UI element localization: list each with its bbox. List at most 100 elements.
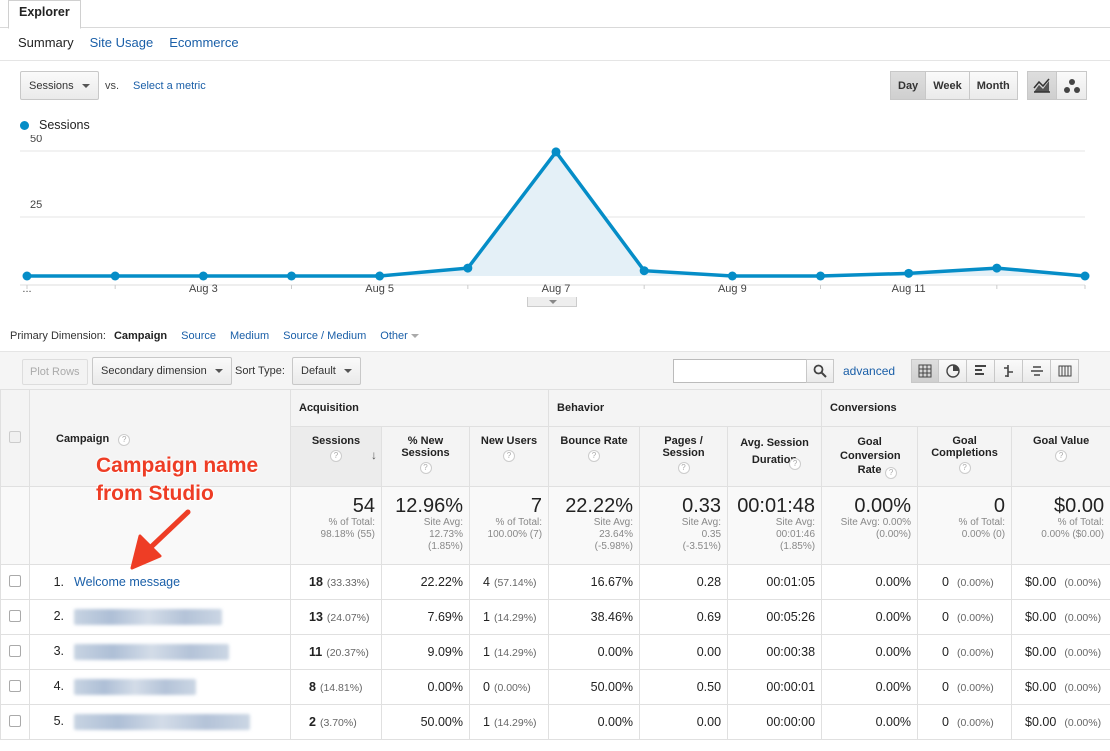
table-row: 5. 2 (3.70%) 50.00% 1 (14.29%) 0.00% 0.00 00:00:…: [0, 704, 1110, 740]
divider: [0, 60, 1110, 61]
bounce-rate-cell: 16.67%: [548, 564, 641, 600]
campaign-cell: 2.: [29, 599, 291, 635]
primary-dimension-other[interactable]: Other: [380, 330, 419, 342]
help-icon[interactable]: ?: [503, 450, 516, 462]
comparison-view-button[interactable]: [995, 359, 1023, 383]
advanced-filter-link[interactable]: advanced: [843, 364, 896, 378]
line-chart-button[interactable]: [1027, 71, 1057, 100]
subtab-site-usage[interactable]: Site Usage: [89, 35, 154, 50]
row-index: 2.: [53, 609, 64, 624]
goal-completions-cell: 0 (0.00%): [917, 634, 1013, 670]
goal-completions-cell: 0 (0.00%): [917, 599, 1013, 635]
performance-view-button[interactable]: [967, 359, 995, 383]
row-checkbox[interactable]: [9, 714, 21, 727]
pie-chart-icon: [945, 364, 960, 378]
period-day-button[interactable]: Day: [890, 71, 927, 100]
subtab-ecommerce[interactable]: Ecommerce: [169, 35, 239, 50]
campaign-data-table: Campaign ? Acquisition Behavior Conversi…: [0, 389, 1110, 740]
data-point: [110, 271, 120, 281]
secondary-dimension-select[interactable]: Secondary dimension: [92, 357, 232, 385]
chart-resize-handle[interactable]: [527, 297, 577, 307]
primary-dimension-source-medium[interactable]: Source / Medium: [283, 330, 367, 342]
data-table-view-button[interactable]: [911, 359, 939, 383]
column-header-goal-value[interactable]: Goal Value ?: [1011, 426, 1110, 487]
column-header-new-users[interactable]: New Users ?: [468, 426, 550, 487]
help-icon[interactable]: ?: [588, 450, 601, 462]
column-header-bounce-rate[interactable]: Bounce Rate ?: [548, 426, 641, 487]
goal-completions-cell: 0 (0.00%): [917, 669, 1013, 705]
help-icon[interactable]: ?: [419, 462, 432, 474]
avg-duration-cell: 00:05:26: [727, 599, 823, 635]
subtab-summary[interactable]: Summary: [18, 35, 74, 50]
row-checkbox[interactable]: [9, 679, 21, 692]
column-header-new-sessions-label: % New Sessions: [401, 435, 450, 459]
pages-session-cell: 0.69: [639, 599, 729, 635]
select-all-checkbox[interactable]: [9, 430, 21, 443]
new-users-cell: 0 (0.00%): [468, 669, 550, 705]
row-check-cell: [0, 564, 30, 600]
pivot-view-button[interactable]: [1051, 359, 1079, 383]
primary-dimension-other-label: Other: [380, 330, 408, 342]
redacted-campaign-name: [74, 679, 196, 695]
primary-dimension-campaign[interactable]: Campaign: [113, 330, 168, 342]
column-header-new-users-label: New Users: [480, 435, 538, 447]
row-checkbox[interactable]: [9, 644, 21, 657]
primary-dimension-medium[interactable]: Medium: [230, 330, 270, 342]
plot-rows-button[interactable]: Plot Rows: [22, 359, 88, 385]
legend-series-label: Sessions: [39, 118, 90, 132]
row-checkbox[interactable]: [9, 609, 21, 622]
sort-type-select[interactable]: Default: [292, 357, 361, 385]
help-icon[interactable]: ?: [789, 458, 802, 470]
annotation-line-2: from Studio: [96, 482, 214, 505]
grid-icon: [918, 364, 932, 378]
group-header-acquisition: Acquisition: [289, 389, 550, 427]
percentage-view-button[interactable]: [939, 359, 967, 383]
new-users-cell: 4 (57.14%): [468, 564, 550, 600]
column-header-sessions-label: Sessions: [311, 435, 361, 447]
help-icon[interactable]: ?: [118, 433, 131, 446]
group-header-conversions: Conversions: [821, 389, 1110, 427]
select-metric-link[interactable]: Select a metric: [133, 80, 206, 92]
column-header-campaign-label: Campaign: [56, 432, 110, 445]
row-checkbox[interactable]: [9, 574, 21, 587]
column-header-bounce-rate-label: Bounce Rate: [560, 435, 628, 447]
help-icon[interactable]: ?: [330, 450, 342, 462]
row-index: 3.: [53, 644, 64, 659]
data-point: [816, 271, 825, 281]
help-icon[interactable]: ?: [677, 462, 690, 474]
column-header-new-sessions[interactable]: % New Sessions ?: [381, 426, 470, 487]
data-point: [992, 263, 1002, 273]
tab-explorer[interactable]: Explorer: [8, 0, 81, 29]
period-week-button[interactable]: Week: [926, 71, 970, 100]
search-button[interactable]: [806, 359, 834, 383]
help-icon[interactable]: ?: [885, 467, 898, 479]
period-month-button[interactable]: Month: [969, 71, 1018, 100]
chart-type-toggle: [1027, 71, 1087, 100]
campaign-cell: 1. Welcome message: [29, 564, 291, 600]
table-search-input[interactable]: [673, 359, 807, 383]
term-cloud-view-button[interactable]: [1023, 359, 1051, 383]
column-header-campaign[interactable]: Campaign ?: [29, 389, 291, 487]
primary-dimension-label: Primary Dimension:: [10, 330, 106, 342]
motion-chart-button[interactable]: [1057, 71, 1087, 100]
column-header-goal-completions[interactable]: Goal Completions ?: [917, 426, 1013, 487]
row-check-cell: [0, 634, 30, 670]
column-header-goal-conversion-rate[interactable]: Goal Conversion Rate ?: [821, 426, 919, 487]
comparison-icon: [1003, 365, 1013, 377]
chevron-down-icon: [343, 369, 352, 373]
term-cloud-icon: [1030, 366, 1043, 376]
chevron-down-icon: [410, 334, 419, 339]
primary-dimension-source[interactable]: Source: [181, 330, 217, 342]
help-icon[interactable]: ?: [958, 462, 971, 474]
column-header-pages-session[interactable]: Pages / Session ?: [639, 426, 729, 487]
row-check-cell: [0, 599, 30, 635]
column-header-avg-session-duration[interactable]: Avg. Session Duration ?: [727, 426, 823, 487]
sort-descending-icon: ↓: [371, 448, 377, 462]
help-icon[interactable]: ?: [1055, 450, 1068, 462]
chart-legend: Sessions: [20, 118, 90, 132]
campaign-link[interactable]: Welcome message: [74, 575, 181, 589]
column-header-sessions[interactable]: Sessions ? ↓: [290, 426, 382, 487]
metric-select[interactable]: Sessions: [20, 71, 99, 100]
period-toggle: Day Week Month: [890, 71, 1018, 100]
pages-session-cell: 0.28: [639, 564, 729, 600]
